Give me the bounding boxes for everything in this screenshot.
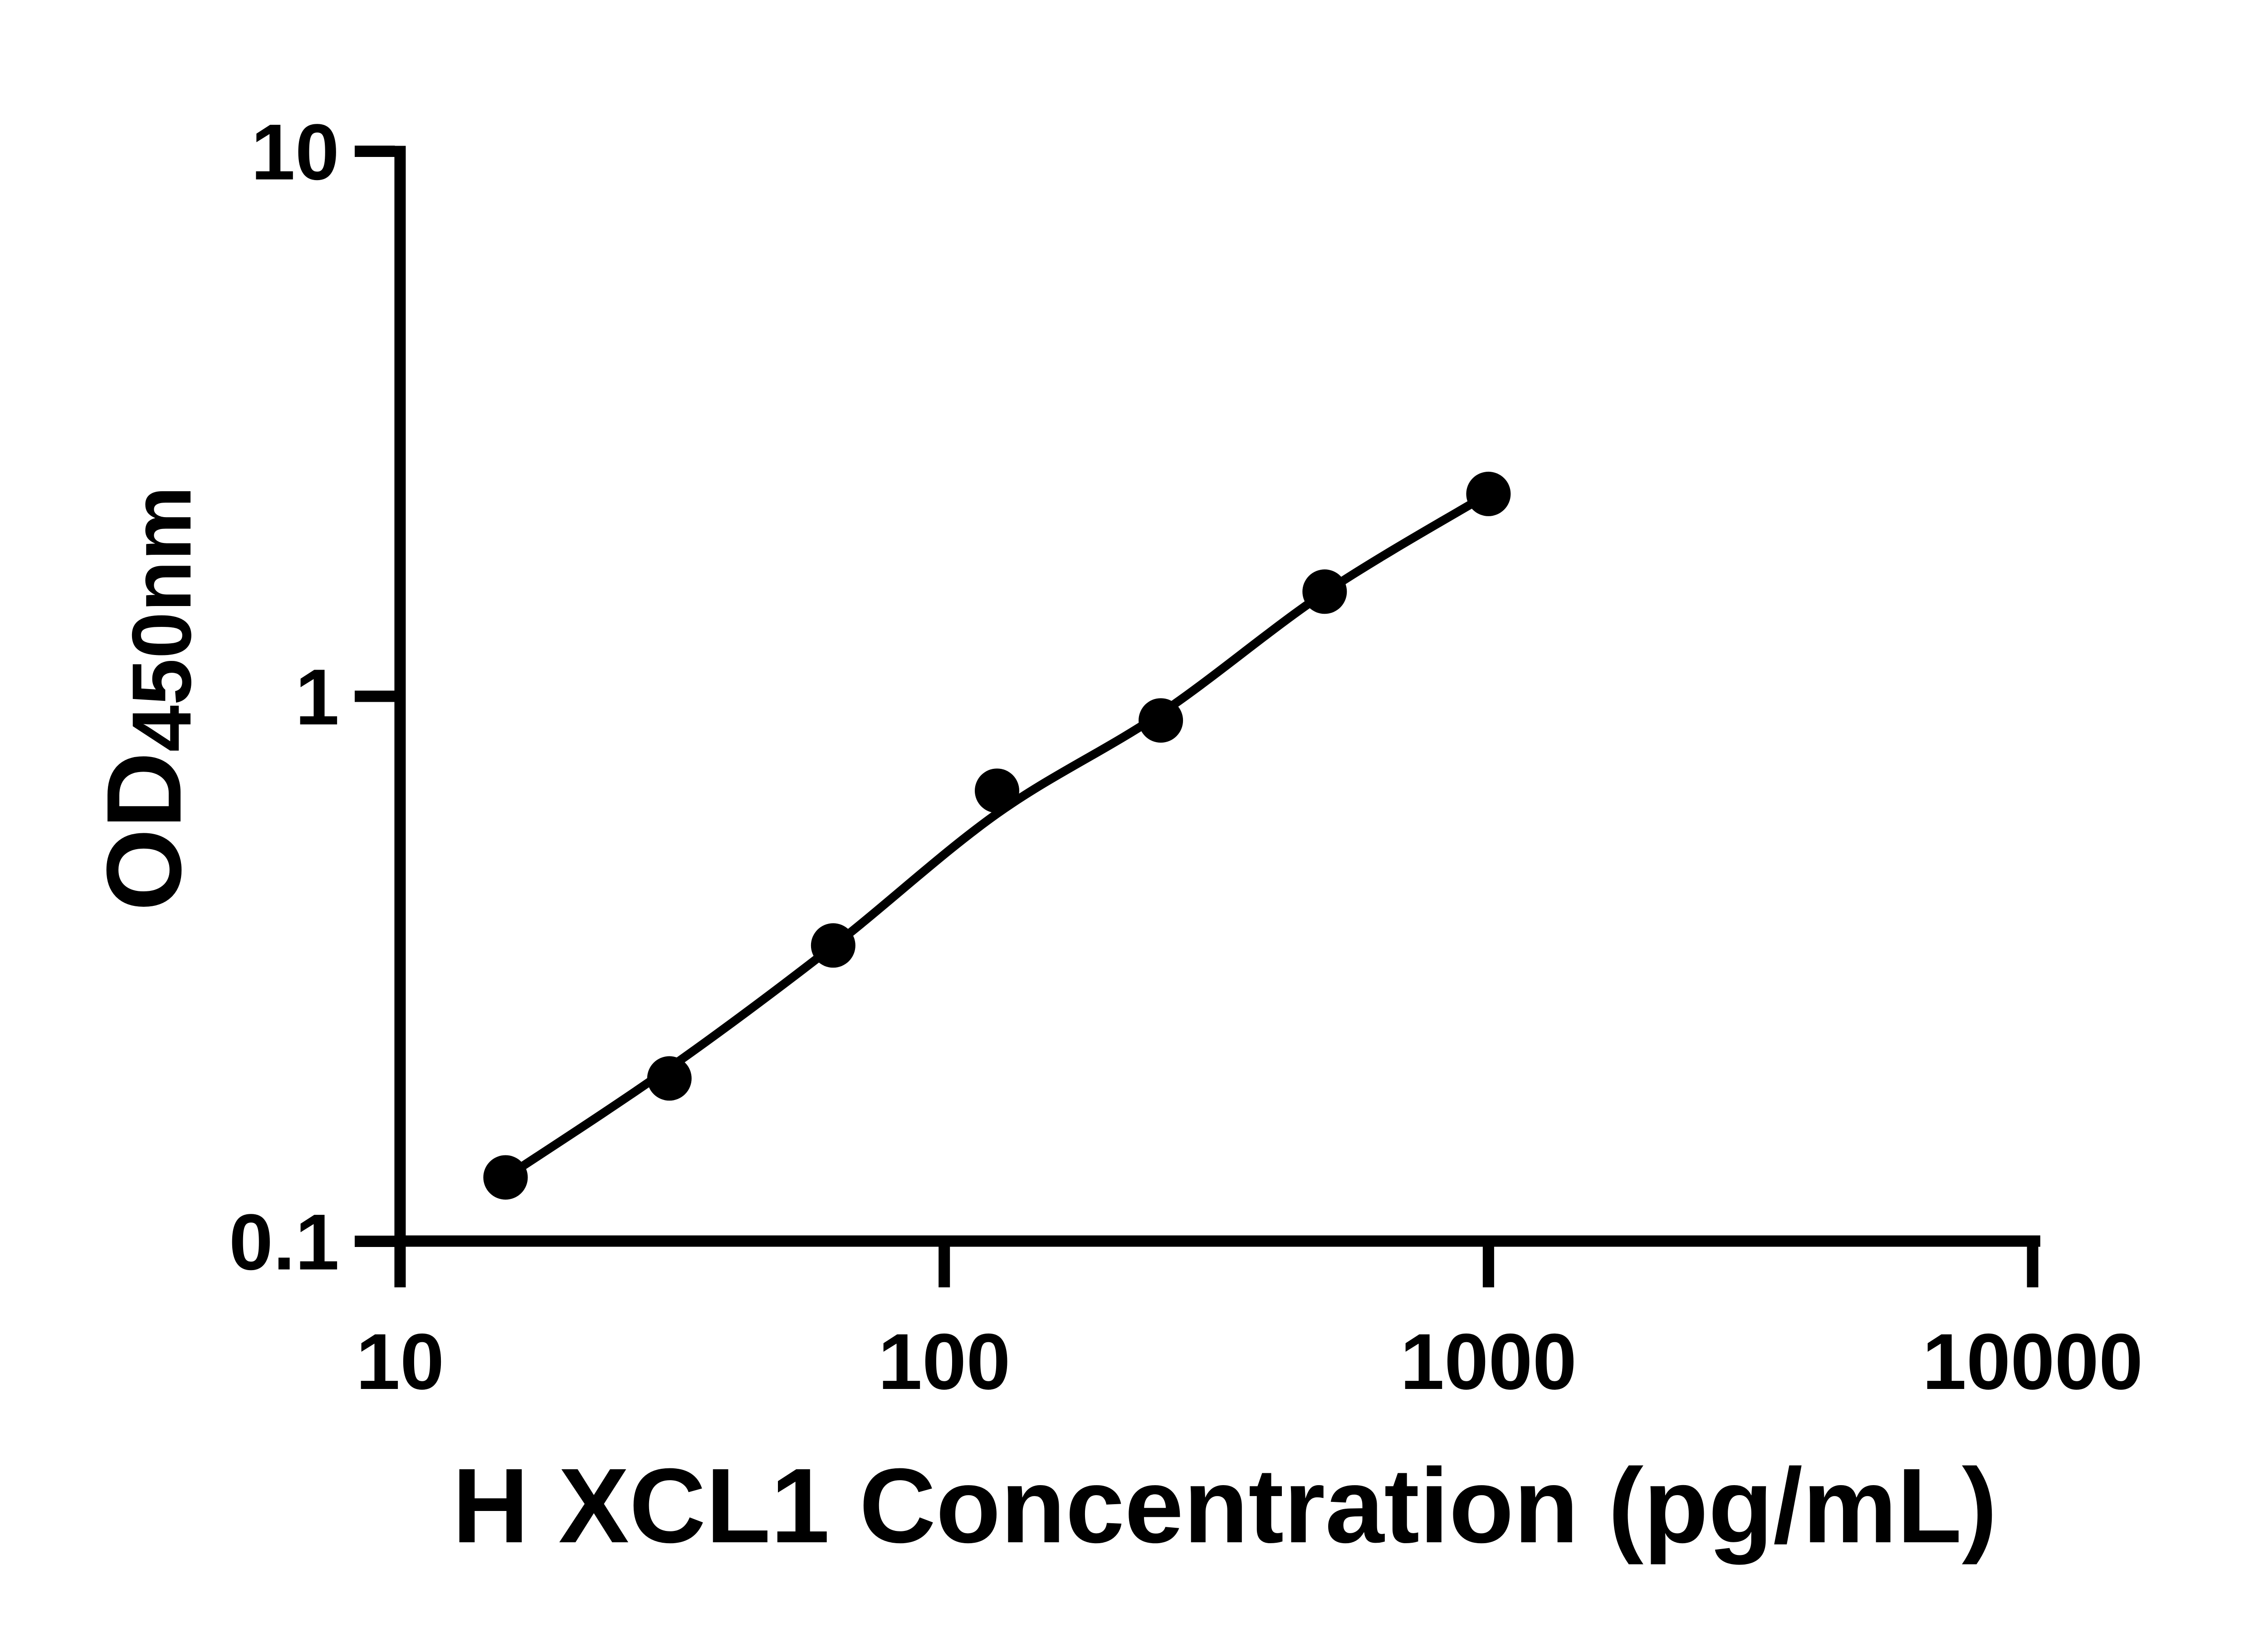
data-point-7 (1466, 471, 1511, 516)
y-axis-title-main: OD (84, 752, 203, 911)
axes (394, 146, 2040, 1287)
data-point-3 (811, 923, 855, 968)
data-point-5 (1139, 698, 1183, 743)
y-tick-label-10: 10 (251, 108, 339, 197)
axis-ticks (355, 146, 2038, 1287)
data-point-4 (975, 768, 1019, 813)
x-tick-label-100: 100 (878, 1318, 1011, 1406)
y-tick-label-0.1: 0.1 (229, 1198, 339, 1287)
data-points (483, 471, 1511, 1200)
y-axis-title-sub: 450nm (115, 486, 209, 752)
axis-titles: H XCL1 Concentration (pg/mL) OD450nm (84, 486, 1997, 1565)
data-point-2 (647, 1056, 692, 1101)
x-tick-label-10: 10 (356, 1318, 445, 1406)
x-axis-title: H XCL1 Concentration (pg/mL) (452, 1446, 1997, 1565)
y-axis-title: OD450nm (84, 486, 209, 911)
x-tick-label-1000: 1000 (1400, 1318, 1577, 1406)
data-point-6 (1302, 569, 1347, 614)
axis-tick-labels: 10 100 1000 10000 10 1 0.1 (229, 108, 2143, 1407)
data-point-1 (483, 1155, 528, 1200)
x-tick-label-10000: 10000 (1922, 1318, 2143, 1406)
y-tick-label-1: 1 (295, 653, 339, 742)
